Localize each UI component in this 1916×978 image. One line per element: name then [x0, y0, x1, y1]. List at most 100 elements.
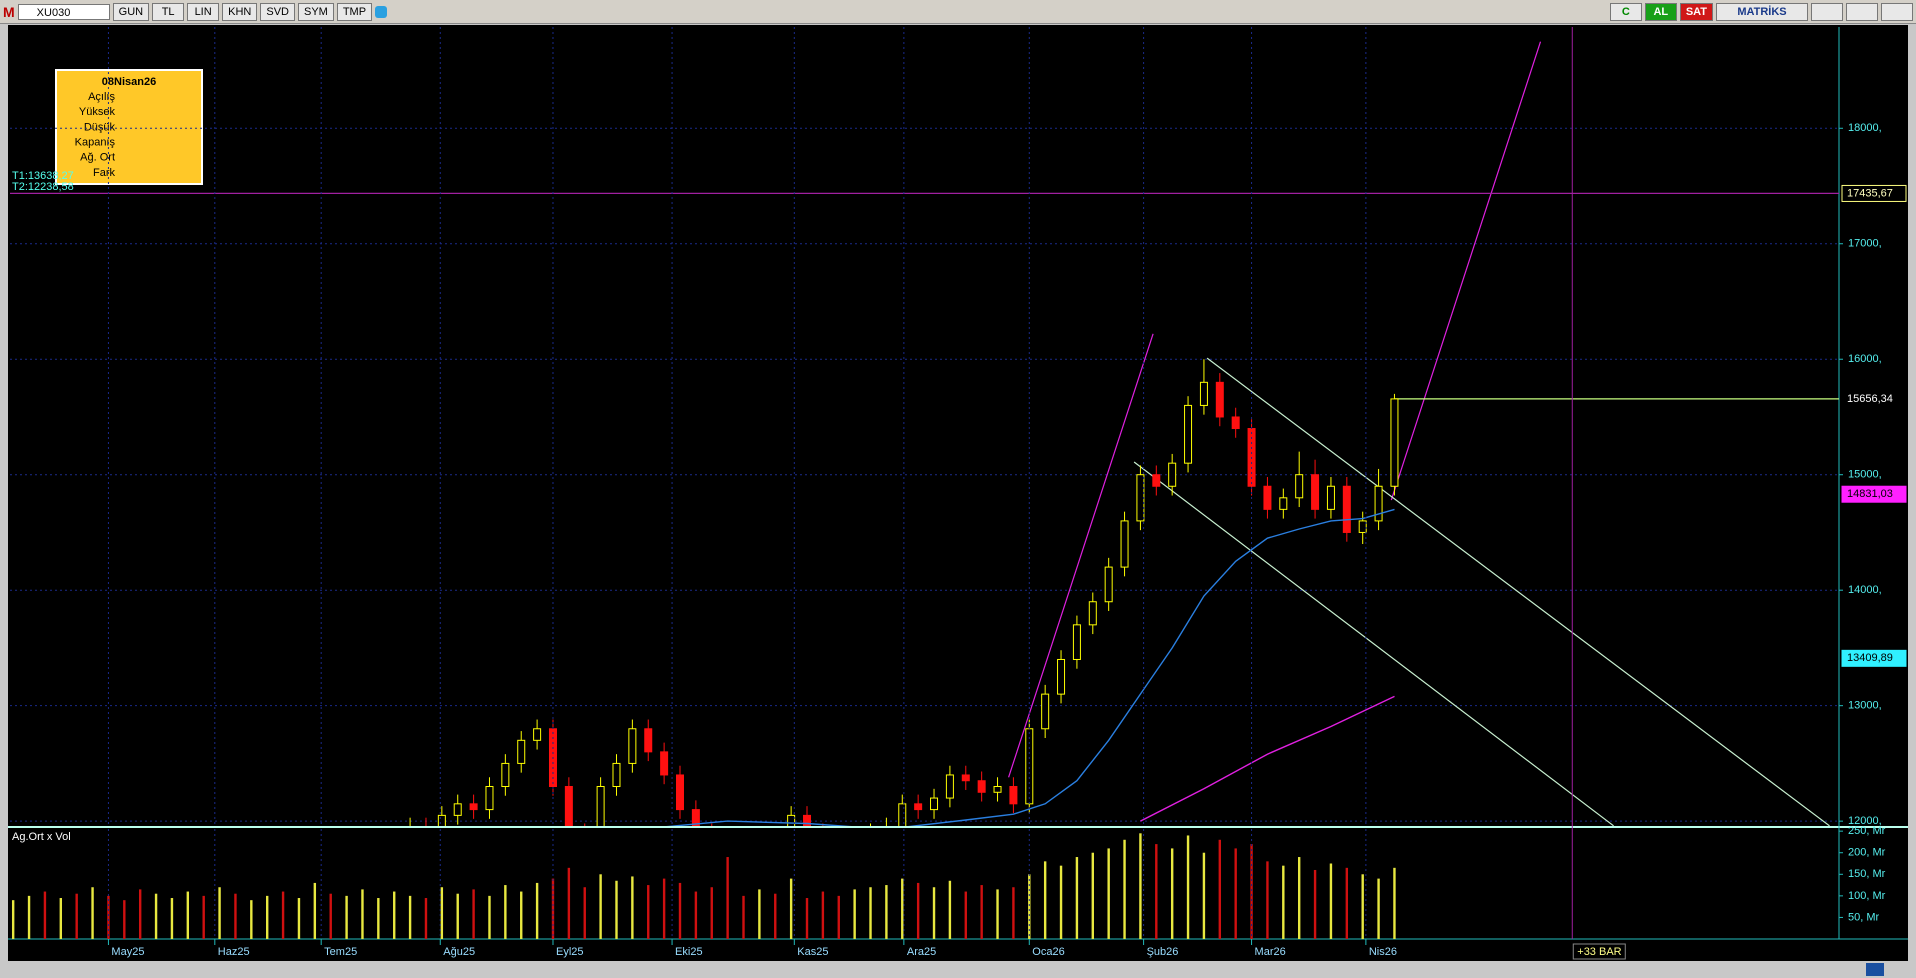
volume-bar: [281, 891, 285, 939]
symbol-field[interactable]: XU030: [17, 3, 110, 20]
trade-button[interactable]: C: [1609, 2, 1642, 21]
candle-body: [1104, 566, 1113, 603]
volume-bar: [1234, 848, 1237, 939]
candle-body: [1295, 474, 1304, 499]
volume-bar: [996, 889, 999, 939]
trade-button[interactable]: SAT: [1679, 2, 1713, 21]
candle-body: [1215, 381, 1224, 418]
volume-panel: [11, 833, 1396, 939]
volume-bar: [456, 893, 459, 939]
volume-bar: [567, 867, 571, 939]
candle-body: [1088, 601, 1097, 626]
volume-bar: [1155, 844, 1158, 939]
volume-bar: [853, 889, 856, 939]
candle-body: [1152, 474, 1161, 487]
candle-body: [1326, 485, 1335, 510]
volume-bar: [599, 874, 602, 939]
info-row-label: Kapanış: [75, 137, 116, 149]
info-row-label: Ağ. Ort: [80, 152, 115, 164]
candle-body: [1279, 497, 1288, 510]
y-tick-label: 16000,: [1848, 353, 1882, 365]
volume-title: Ag.Ort x Vol: [12, 831, 71, 843]
maximize-button[interactable]: [1846, 2, 1878, 21]
volume-bar: [313, 882, 317, 939]
status-bar: [0, 961, 1916, 978]
volume-bar: [329, 893, 332, 939]
volume-bar: [43, 891, 47, 939]
volume-bar: [932, 887, 936, 939]
volume-bar: [1361, 874, 1364, 939]
volume-bar: [138, 889, 142, 939]
trade-button[interactable]: AL: [1644, 2, 1677, 21]
volume-bar: [520, 891, 523, 939]
volume-bar: [885, 885, 888, 939]
volume-bar: [202, 895, 205, 939]
volume-bar: [1139, 833, 1142, 939]
volume-bar: [27, 895, 31, 939]
close-button[interactable]: [1881, 2, 1913, 21]
volume-bar: [1075, 857, 1079, 939]
drawing-line: [1206, 357, 1830, 826]
volume-bar: [551, 878, 555, 939]
info-row-label: Açılış: [88, 91, 115, 103]
button-group: GUN TL LIN KHN SVD SYM TMP: [112, 2, 373, 21]
toolbar-button[interactable]: GUN: [112, 2, 150, 21]
twitter-icon[interactable]: [375, 5, 388, 18]
volume-bar: [535, 882, 539, 939]
bar-marker-box: [1572, 943, 1626, 960]
volume-bar: [1297, 857, 1301, 939]
x-tick-label: Eki25: [675, 946, 703, 958]
toolbar-button[interactable]: SVD: [260, 2, 295, 21]
minimize-button[interactable]: [1811, 2, 1843, 21]
price-marker: [1841, 649, 1907, 667]
volume-tick-label: 100, Mr: [1848, 890, 1886, 902]
price-marker-label: 17435,67: [1847, 187, 1893, 199]
volume-bar: [345, 895, 348, 939]
candle-body: [993, 786, 1002, 793]
volume-bar: [948, 880, 952, 939]
price-marker: [1841, 390, 1907, 408]
volume-bar: [1202, 852, 1206, 939]
volume-bar: [1012, 887, 1015, 939]
candle-body: [469, 803, 478, 811]
volume-bar: [472, 889, 475, 939]
volume-bar: [1186, 835, 1190, 939]
candle-body: [945, 774, 954, 799]
volume-bar: [11, 900, 15, 939]
brand[interactable]: MATRİKS: [1716, 2, 1808, 21]
volume-bar: [1028, 874, 1031, 939]
status-icon[interactable]: [1866, 963, 1884, 976]
candle-body: [787, 814, 796, 826]
y-tick-label: 15000,: [1848, 469, 1882, 481]
volume-bar: [1266, 861, 1269, 939]
volume-bar: [75, 893, 78, 939]
x-tick-label: Şub26: [1147, 946, 1179, 958]
volume-bar: [440, 887, 444, 939]
candle-body: [961, 774, 970, 782]
candle-body: [1199, 381, 1208, 406]
toolbar-button[interactable]: KHN: [222, 2, 258, 21]
price-marker-label: 14831,03: [1847, 488, 1893, 500]
volume-bar: [869, 887, 872, 939]
candle-body: [533, 728, 542, 741]
toolbar-button[interactable]: SYM: [297, 2, 334, 21]
toolbar-button[interactable]: LIN: [187, 2, 220, 21]
toolbar-button[interactable]: TMP: [336, 2, 373, 21]
volume-bar: [1329, 863, 1333, 939]
y-tick-label: 18000,: [1848, 122, 1882, 134]
volume-bar: [1250, 844, 1253, 939]
volume-bar: [393, 891, 396, 939]
volume-bar: [678, 882, 682, 939]
info-row-label: Yüksek: [79, 106, 116, 118]
candle-body: [1041, 693, 1050, 730]
toolbar-button[interactable]: TL: [152, 2, 185, 21]
volume-bar: [758, 889, 761, 939]
x-tick-label: Eyl25: [556, 946, 584, 958]
volume-bar: [1218, 839, 1222, 939]
volume-bar: [361, 889, 364, 939]
logo: M: [3, 3, 15, 20]
volume-bar: [1043, 861, 1047, 939]
volume-bar: [1377, 878, 1380, 939]
